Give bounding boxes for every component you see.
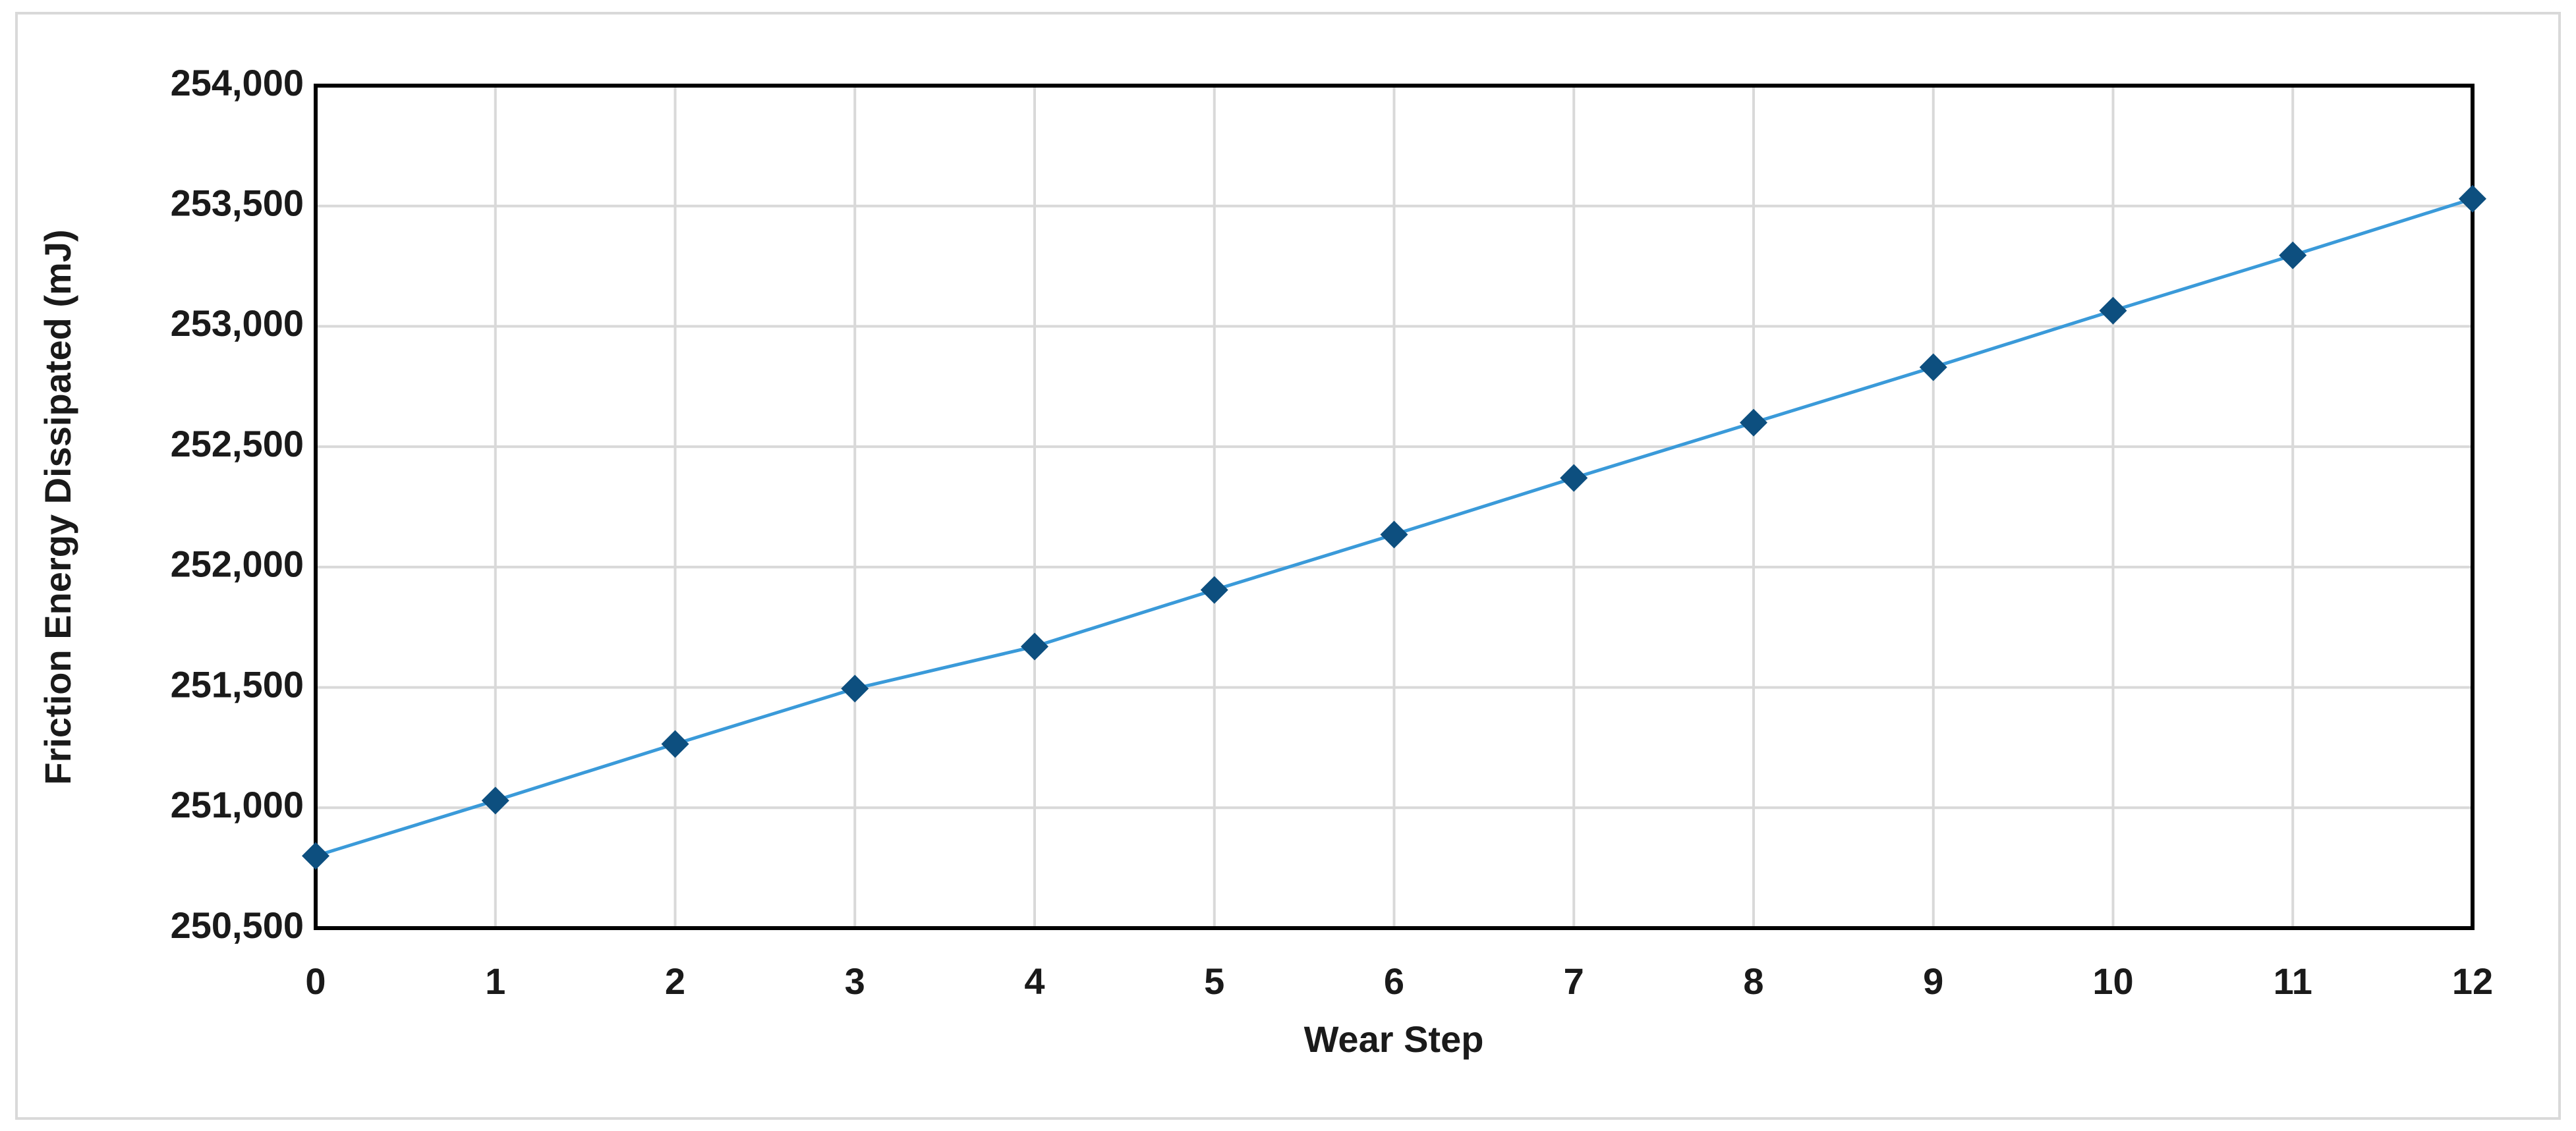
data-point bbox=[2459, 184, 2486, 213]
x-tick-label: 8 bbox=[1743, 960, 1763, 1002]
data-point bbox=[661, 730, 689, 758]
plot-frame bbox=[314, 84, 2475, 930]
data-point bbox=[1200, 576, 1228, 604]
y-tick-label: 253,500 bbox=[171, 182, 304, 224]
x-tick-label: 0 bbox=[305, 960, 326, 1002]
data-point bbox=[302, 842, 329, 870]
data-point bbox=[1380, 520, 1408, 549]
x-tick-label: 9 bbox=[1923, 960, 1943, 1002]
x-tick-label: 12 bbox=[2452, 960, 2493, 1002]
data-point bbox=[841, 675, 869, 703]
x-tick-label: 2 bbox=[665, 960, 685, 1002]
x-tick-label: 4 bbox=[1024, 960, 1045, 1002]
data-point bbox=[481, 786, 509, 815]
x-tick-label: 10 bbox=[2092, 960, 2133, 1002]
y-tick-label: 252,500 bbox=[171, 423, 304, 464]
y-tick-label: 251,500 bbox=[171, 663, 304, 705]
x-tick-label: 11 bbox=[2274, 960, 2312, 1002]
data-point bbox=[1740, 408, 1767, 437]
data-point bbox=[2099, 296, 2127, 325]
y-tick-label: 250,500 bbox=[171, 904, 304, 946]
x-axis-title: Wear Step bbox=[1304, 1018, 1484, 1060]
y-axis-title: Friction Energy Dissipated (mJ) bbox=[37, 229, 78, 785]
y-tick-label: 252,000 bbox=[171, 543, 304, 585]
data-point bbox=[1560, 464, 1588, 492]
data-point bbox=[1919, 353, 1947, 381]
y-tick-label: 254,000 bbox=[171, 62, 304, 103]
y-tick-label: 253,000 bbox=[171, 302, 304, 344]
data-point bbox=[2279, 241, 2307, 269]
data-point bbox=[1021, 632, 1048, 661]
y-tick-label: 251,000 bbox=[171, 784, 304, 825]
x-tick-label: 3 bbox=[845, 960, 865, 1002]
x-tick-label: 1 bbox=[485, 960, 505, 1002]
x-tick-label: 6 bbox=[1384, 960, 1404, 1002]
x-tick-label: 5 bbox=[1204, 960, 1224, 1002]
x-tick-label: 7 bbox=[1564, 960, 1584, 1002]
